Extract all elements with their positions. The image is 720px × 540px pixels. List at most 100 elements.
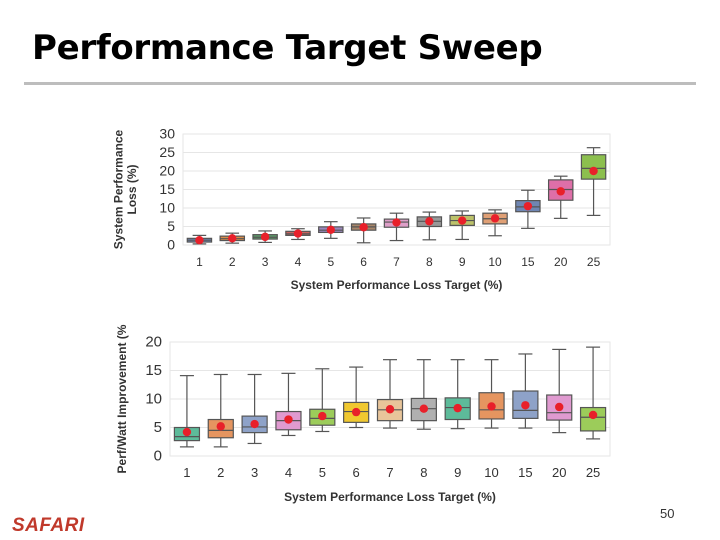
bottom-box-1 — [173, 375, 201, 448]
top-box-25 — [580, 147, 607, 216]
top-box-5 — [318, 221, 344, 239]
bottom-ytick-label: 0 — [154, 448, 162, 465]
mean-marker — [556, 187, 565, 196]
top-box-4 — [285, 228, 311, 241]
mean-marker — [453, 403, 462, 413]
top-ytick-label: 0 — [167, 236, 175, 252]
bottom-xtick-label: 4 — [285, 465, 292, 480]
top-xtick-label: 20 — [554, 255, 568, 269]
bottom-box-2 — [207, 373, 234, 448]
mean-marker — [250, 419, 259, 429]
top-box-10 — [482, 209, 508, 237]
bottom-ytick-label: 15 — [145, 362, 162, 379]
bottom-xtick-label: 2 — [217, 465, 224, 480]
mean-marker — [195, 235, 204, 245]
mean-marker — [318, 411, 327, 421]
top-ytick-label: 5 — [167, 218, 175, 234]
page-number: 50 — [660, 506, 675, 521]
bottom-box-5 — [309, 368, 336, 433]
safari-logo: SAFARI — [12, 515, 85, 536]
mean-marker — [216, 422, 225, 431]
slide-title: Performance Target Sweep — [32, 28, 543, 68]
mean-marker — [521, 401, 530, 410]
bottom-xtick-label: 5 — [319, 465, 326, 480]
top-xtick-label: 15 — [521, 255, 535, 269]
bottom-xtick-label: 1 — [183, 465, 190, 480]
bottom-y-axis-label: Perf/Watt Improvement (% — [115, 324, 129, 473]
mean-marker — [359, 223, 368, 232]
bottom-xtick-label: 10 — [484, 465, 498, 480]
mean-marker — [425, 217, 434, 226]
bottom-boxplot: 0 5 10 15 20 1 2 3 4 5 6 7 8 9 10 15 20 25 System Performa… — [115, 324, 611, 504]
top-box-9 — [449, 210, 475, 241]
bottom-box-3 — [241, 373, 268, 445]
bottom-box-15 — [512, 353, 539, 429]
top-x-axis-label: System Performance Loss Target (%) — [291, 278, 503, 292]
top-ytick-label: 30 — [159, 125, 175, 141]
mean-marker — [588, 410, 598, 420]
top-xtick-label: 5 — [327, 255, 334, 269]
bottom-box-20 — [546, 348, 573, 434]
top-ytick-label: 15 — [159, 181, 175, 197]
top-box-2 — [219, 232, 246, 244]
top-ytick-label: 10 — [159, 199, 175, 215]
mean-marker — [284, 415, 293, 424]
iqr-box — [579, 406, 607, 432]
top-box-20 — [547, 175, 574, 219]
title-divider — [24, 82, 696, 85]
top-xtick-label: 9 — [459, 255, 466, 269]
mean-marker — [555, 402, 564, 412]
bottom-box-4 — [275, 372, 302, 437]
mean-marker — [326, 225, 336, 235]
bottom-xtick-label: 6 — [353, 465, 360, 480]
top-xtick-label: 10 — [488, 255, 502, 269]
bottom-xtick-label: 9 — [454, 465, 461, 480]
mean-marker — [457, 216, 467, 225]
top-y-axis-label: System PerformanceLoss (%) — [111, 129, 139, 249]
mean-marker — [419, 404, 429, 413]
mean-marker — [293, 229, 303, 238]
bottom-ytick-label: 5 — [154, 419, 162, 436]
bottom-xtick-label: 3 — [251, 465, 258, 480]
top-xtick-label: 6 — [360, 255, 367, 269]
bottom-box-25 — [579, 346, 607, 440]
bottom-box-8 — [410, 359, 437, 430]
top-ytick-label: 25 — [159, 144, 175, 160]
bottom-xtick-label: 7 — [386, 465, 393, 480]
top-xtick-label: 1 — [196, 255, 203, 269]
mean-marker — [182, 427, 192, 437]
bottom-xtick-label: 15 — [518, 465, 532, 480]
top-xtick-label: 3 — [262, 255, 269, 269]
top-box-15 — [515, 189, 541, 229]
bottom-xtick-label: 25 — [586, 465, 600, 480]
mean-marker — [392, 218, 401, 227]
top-ytick-label: 20 — [159, 162, 175, 178]
bottom-box-9 — [444, 359, 471, 430]
top-xtick-label: 25 — [587, 255, 601, 269]
mean-marker — [523, 201, 533, 211]
top-boxplot: 0 5 10 15 20 25 30 1 2 3 4 5 6 7 8 9 10 15 20 25 System Perf… — [111, 125, 611, 292]
top-box-8 — [416, 211, 443, 241]
top-box-3 — [252, 230, 278, 244]
bottom-box-10 — [478, 359, 505, 429]
top-xtick-label: 4 — [295, 255, 302, 269]
bottom-ytick-label: 20 — [145, 334, 162, 351]
bottom-x-axis-label: System Performance Loss Target (%) — [284, 490, 496, 504]
bottom-box-6 — [343, 366, 370, 429]
top-box-1 — [186, 234, 213, 245]
bottom-xtick-label: 20 — [552, 465, 566, 480]
top-box-7 — [383, 212, 410, 242]
mean-marker — [385, 405, 395, 414]
mean-marker — [487, 402, 496, 411]
bottom-ytick-label: 10 — [145, 391, 162, 408]
top-xtick-label: 7 — [393, 255, 400, 269]
mean-marker — [490, 214, 500, 223]
mean-marker — [589, 166, 598, 176]
top-xtick-label: 8 — [426, 255, 433, 269]
mean-marker — [228, 234, 237, 243]
mean-marker — [260, 232, 270, 242]
bottom-xtick-label: 8 — [420, 465, 427, 480]
mean-marker — [351, 407, 361, 417]
top-xtick-label: 2 — [229, 255, 236, 269]
